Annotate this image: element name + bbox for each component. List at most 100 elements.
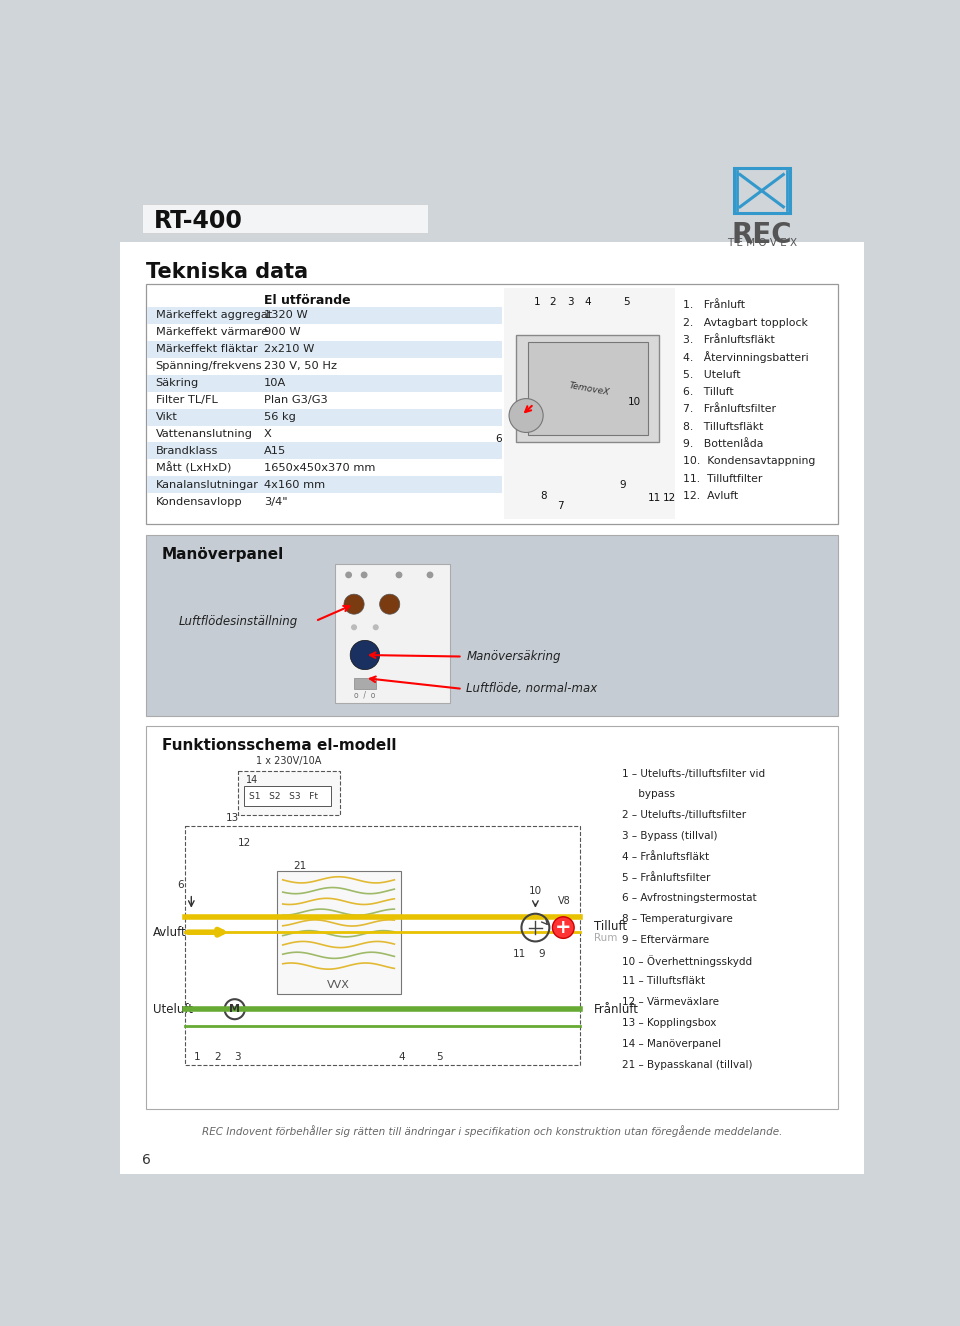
Text: 14: 14 [246,774,258,785]
Text: 2.   Avtagbart topplock: 2. Avtagbart topplock [683,318,807,328]
Bar [146,284,838,524]
Bar [354,678,375,690]
Bar [276,871,400,993]
Text: Märkeffekt fläktar: Märkeffekt fläktar [156,345,257,354]
Text: 5: 5 [436,1052,443,1062]
Text: Vattenanslutning: Vattenanslutning [156,430,252,439]
Text: 2: 2 [549,297,556,308]
Text: 5 – Frånluftsfilter: 5 – Frånluftsfilter [622,873,710,883]
Bar [516,334,660,443]
Text: 1: 1 [194,1052,201,1062]
Text: 12: 12 [662,493,676,503]
Text: Uteluft: Uteluft [153,1002,193,1016]
Bar [146,534,838,716]
Text: Manöverpanel: Manöverpanel [162,548,284,562]
Text: 7: 7 [558,501,567,511]
Text: 11: 11 [514,949,526,959]
Text: 6: 6 [178,879,183,890]
Text: 6: 6 [142,1154,151,1167]
Text: 3: 3 [234,1052,241,1062]
Circle shape [346,573,351,578]
Circle shape [552,916,574,939]
Text: 2: 2 [214,1052,221,1062]
Text: 14 – Manöverpanel: 14 – Manöverpanel [622,1038,721,1049]
Bar [147,408,502,426]
Text: Manöversäkring: Manöversäkring [467,650,561,663]
Text: 230 V, 50 Hz: 230 V, 50 Hz [264,361,337,371]
Text: 1320 W: 1320 W [264,310,308,321]
Text: 3: 3 [567,297,573,308]
Text: Märkeffekt aggregat: Märkeffekt aggregat [156,310,272,321]
Circle shape [351,625,356,630]
Text: 2 – Utelufts-/tilluftsfilter: 2 – Utelufts-/tilluftsfilter [622,810,746,821]
Text: 11 – Tilluftsfläkt: 11 – Tilluftsfläkt [622,976,706,987]
Bar [147,341,502,358]
Bar [335,564,450,703]
Text: 1 – Utelufts-/tilluftsfilter vid: 1 – Utelufts-/tilluftsfilter vid [622,769,765,778]
Text: 21: 21 [294,861,307,871]
Text: Tekniska data: Tekniska data [146,263,308,282]
Bar [244,786,331,806]
Text: 4.   Återvinningsbatteri: 4. Återvinningsbatteri [683,351,808,363]
Circle shape [509,399,543,432]
Text: 4x160 mm: 4x160 mm [264,480,325,489]
Text: 4 – Frånluftsfläkt: 4 – Frånluftsfläkt [622,851,709,862]
Text: X: X [264,430,272,439]
Text: 3.   Frånluftsfläkt: 3. Frånluftsfläkt [683,335,775,345]
Text: T E M O V E X: T E M O V E X [727,237,797,248]
Text: 9: 9 [619,480,626,489]
Text: Frånluft: Frånluft [594,1002,639,1016]
Text: Funktionsschema el-modell: Funktionsschema el-modell [162,739,396,753]
Text: 1.   Frånluft: 1. Frånluft [683,301,745,310]
Text: +: + [555,918,571,937]
Text: 56 kg: 56 kg [264,412,296,422]
Text: 8.   Tilluftsfläkt: 8. Tilluftsfläkt [683,422,763,432]
Text: Märkeffekt värmare: Märkeffekt värmare [156,328,268,337]
Circle shape [350,640,379,670]
Text: S1   S2   S3   Ft: S1 S2 S3 Ft [249,792,318,801]
Text: 12 – Värmeväxlare: 12 – Värmeväxlare [622,997,719,1008]
Bar [146,725,838,1110]
Bar [733,168,789,213]
Text: 9: 9 [539,949,545,959]
Text: 8 – Temperaturgivare: 8 – Temperaturgivare [622,914,732,924]
Text: 11: 11 [647,493,660,503]
Text: Tilluft: Tilluft [594,919,628,932]
Text: TemoveX: TemoveX [568,381,611,396]
Text: Luftflödesinställning: Luftflödesinställning [179,615,299,627]
Text: 13: 13 [226,813,239,823]
Text: 1 x 230V/10A: 1 x 230V/10A [256,756,322,766]
Text: Avluft: Avluft [153,926,186,939]
Text: bypass: bypass [622,789,675,800]
Text: El utförande: El utförande [264,294,350,308]
Text: 10 – Överhettningsskydd: 10 – Överhettningsskydd [622,955,753,967]
Text: 8: 8 [540,492,546,501]
Bar [147,375,502,391]
Text: 13 – Kopplingsbox: 13 – Kopplingsbox [622,1018,716,1028]
Text: 10: 10 [529,886,542,895]
Text: A15: A15 [264,446,286,456]
Text: 7.   Frånluftsfilter: 7. Frånluftsfilter [683,404,776,414]
Bar [238,770,340,815]
Text: Plan G3/G3: Plan G3/G3 [264,395,328,406]
Text: V8: V8 [558,896,570,907]
Circle shape [373,625,378,630]
Circle shape [427,573,433,578]
Text: 9 – Eftervärmare: 9 – Eftervärmare [622,935,709,945]
Text: 9.   Bottenlåda: 9. Bottenlåda [683,439,763,450]
Text: Rum: Rum [594,932,617,943]
Text: o  /  o: o / o [354,691,375,700]
Bar [504,289,675,520]
Text: Filter TL/FL: Filter TL/FL [156,395,217,406]
Bar [142,204,428,233]
Text: 10: 10 [628,398,641,407]
Text: Luftflöde, normal-max: Luftflöde, normal-max [467,683,598,695]
Text: 3 – Bypass (tillval): 3 – Bypass (tillval) [622,831,718,841]
Text: Brandklass: Brandklass [156,446,218,456]
Text: Mått (LxHxD): Mått (LxHxD) [156,463,231,473]
Text: 11.  Tilluftfilter: 11. Tilluftfilter [683,473,762,484]
Text: Vikt: Vikt [156,412,178,422]
Text: 1650x450x370 mm: 1650x450x370 mm [264,463,375,473]
Text: 10.  Kondensavtappning: 10. Kondensavtappning [683,456,815,467]
Text: 12: 12 [238,838,252,847]
